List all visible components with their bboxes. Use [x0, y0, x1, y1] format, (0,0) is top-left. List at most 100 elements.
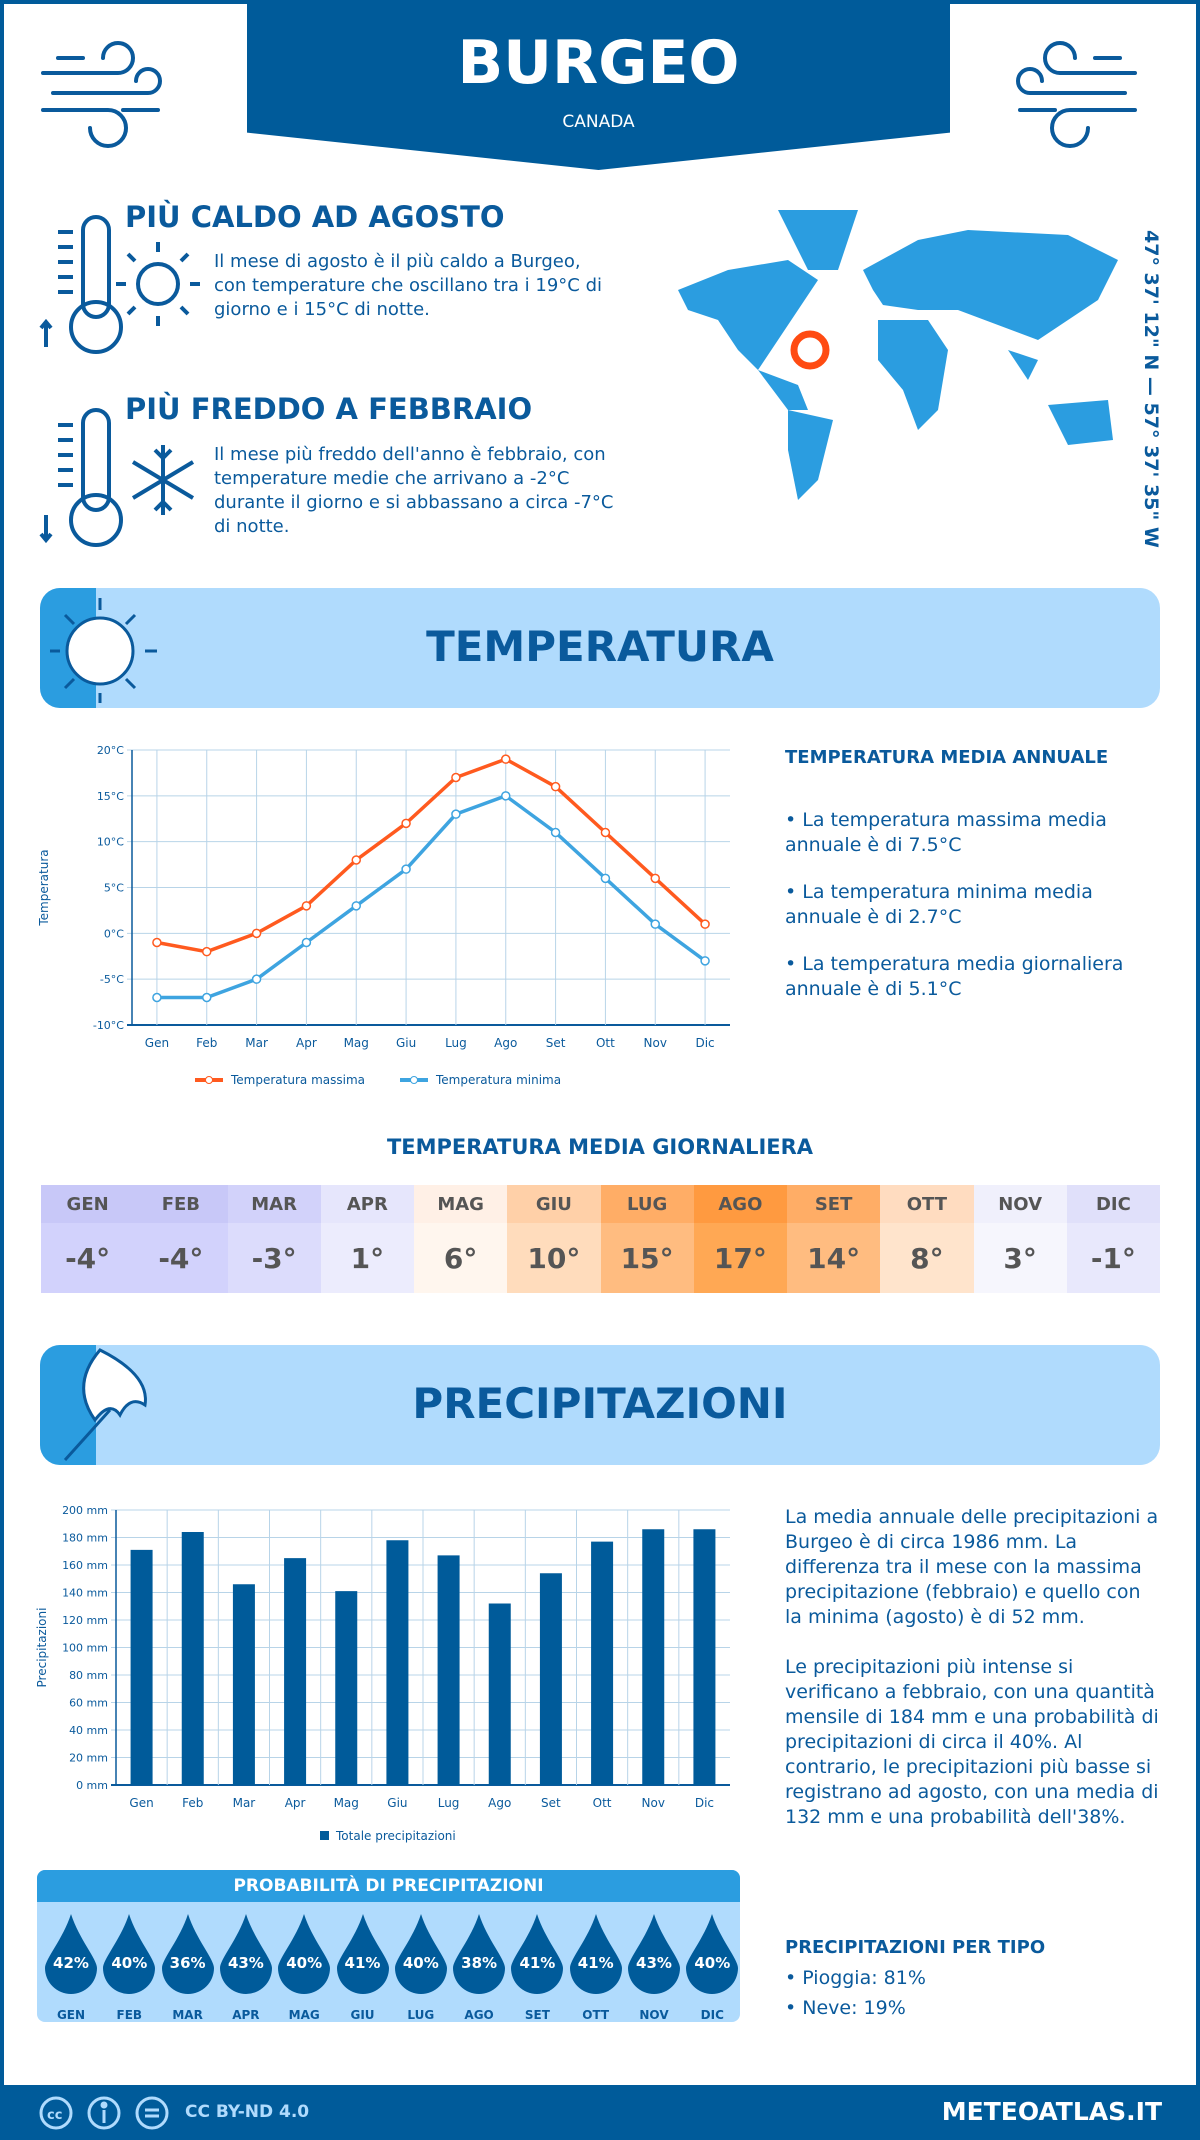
probability-value: 38%	[461, 1954, 498, 1972]
daily-month-giu: GIU	[507, 1185, 601, 1223]
x-tick-label: Apr	[285, 1796, 306, 1810]
probability-drop: 40% FEB	[103, 1914, 156, 2022]
x-tick-label: Lug	[438, 1796, 460, 1810]
bar-set	[539, 1573, 562, 1785]
daily-value-feb: -4°	[134, 1223, 228, 1293]
probability-month: GIU	[350, 2008, 375, 2022]
daily-month-set: SET	[787, 1185, 881, 1223]
wind-icon	[1016, 41, 1137, 148]
legend-swatch	[320, 1831, 329, 1840]
raindrop-icon	[219, 1914, 272, 1994]
raindrop-icon	[394, 1914, 447, 1994]
thermometer-hot-icon	[39, 215, 200, 354]
probability-title: PROBABILITÀ DI PRECIPITAZIONI	[37, 1870, 740, 1902]
data-point	[700, 919, 710, 929]
probability-month: DIC	[700, 2008, 724, 2022]
probability-drop: 43% APR	[219, 1914, 272, 2022]
x-tick-label: Dic	[695, 1036, 714, 1050]
x-tick-label: Ago	[488, 1796, 511, 1810]
y-tick-label: 0 mm	[76, 1779, 108, 1792]
annual-max: • La temperatura massima media annuale è…	[785, 809, 1107, 856]
raindrop-icon	[161, 1914, 214, 1994]
legend-label: Temperatura massima	[230, 1073, 365, 1087]
y-tick-label: 0°C	[104, 927, 124, 940]
x-tick-label: Mar	[245, 1036, 268, 1050]
y-tick-label: 5°C	[104, 882, 124, 895]
x-tick-label: Set	[546, 1036, 566, 1050]
daily-temp-title: TEMPERATURA MEDIA GIORNALIERA	[386, 1135, 814, 1159]
probability-month: FEB	[116, 2008, 143, 2022]
legend-marker	[205, 1076, 213, 1084]
data-point	[451, 772, 461, 783]
probability-value: 40%	[286, 1954, 323, 1972]
y-tick-label: -10°C	[93, 1019, 124, 1032]
x-tick-label: Ott	[593, 1796, 612, 1810]
bar-dic	[693, 1529, 716, 1785]
probability-drop: 43% NOV	[628, 1914, 680, 2022]
probability-drop: 40% DIC	[686, 1914, 739, 2022]
probability-drop: 38% AGO	[453, 1914, 506, 2022]
data-point	[550, 781, 561, 792]
y-tick-label: -5°C	[100, 973, 124, 986]
probability-drop: 41% SET	[511, 1914, 564, 2022]
temperature-chart: 20°C 15°C 10°C 5°C 0°C -5°C -10°C Gen Feb Mar Apr M…	[37, 744, 730, 1087]
svg-text:cc: cc	[47, 2108, 62, 2123]
data-point	[451, 809, 461, 819]
precip-type-title: PRECIPITAZIONI PER TIPO	[785, 1937, 1046, 1958]
daily-month-mar: MAR	[227, 1185, 321, 1223]
data-point	[550, 827, 561, 838]
daily-month-feb: FEB	[134, 1185, 228, 1223]
legend-label: Totale precipitazioni	[335, 1829, 456, 1843]
probability-value: 41%	[344, 1954, 381, 1972]
data-point	[351, 855, 361, 865]
country-subtitle: CANADA	[562, 112, 635, 132]
y-tick-label: 20 mm	[69, 1752, 108, 1765]
daily-value-mar: -3°	[227, 1223, 321, 1293]
y-tick-label: 10°C	[97, 836, 124, 849]
coordinates: 47° 37' 12" N — 57° 37' 35" W	[1140, 230, 1162, 548]
raindrop-icon	[511, 1914, 564, 1994]
probability-drop: 41% GIU	[336, 1914, 389, 2022]
data-point	[152, 937, 162, 948]
data-point	[401, 818, 411, 829]
data-point	[700, 956, 710, 966]
y-tick-label: 180 mm	[62, 1532, 108, 1545]
y-tick-label: 20°C	[97, 744, 124, 757]
raindrop-icon	[45, 1914, 97, 1994]
probability-month: GEN	[56, 2008, 86, 2022]
legend-marker	[410, 1076, 418, 1084]
y-tick-label: 120 mm	[62, 1614, 108, 1627]
x-tick-label: Gen	[129, 1796, 153, 1810]
license-label[interactable]: CC BY-ND 4.0	[185, 2102, 310, 2122]
y-tick-label: 200 mm	[62, 1504, 108, 1517]
x-tick-label: Mag	[334, 1796, 359, 1810]
y-axis-label: Precipitazioni	[35, 1608, 49, 1688]
x-tick-label: Giu	[387, 1796, 407, 1810]
probability-drop: 40% LUG	[394, 1914, 447, 2022]
data-point	[351, 901, 361, 911]
y-tick-label: 140 mm	[62, 1587, 108, 1600]
probability-value: 40%	[402, 1954, 439, 1972]
world-map	[678, 210, 1118, 500]
y-tick-label: 80 mm	[69, 1669, 108, 1682]
daily-month-gen: GEN	[41, 1185, 135, 1223]
x-tick-label: Nov	[642, 1796, 665, 1810]
precipitation-banner: PRECIPITAZIONI	[40, 1345, 1160, 1465]
annual-mean: • La temperatura media giornaliera annua…	[785, 953, 1124, 1000]
data-point	[600, 827, 611, 838]
probability-value: 40%	[694, 1954, 731, 1972]
data-point	[650, 873, 660, 884]
probability-value: 43%	[636, 1954, 672, 1972]
brand-link[interactable]: METEOATLAS.IT	[941, 2097, 1162, 2126]
x-tick-label: Giu	[396, 1036, 416, 1050]
raindrop-icon	[686, 1914, 739, 1994]
probability-month: LUG	[407, 2008, 435, 2022]
bar-mag	[335, 1591, 358, 1785]
probability-month: MAR	[172, 2008, 203, 2022]
data-point	[301, 901, 312, 911]
temperature-banner: TEMPERATURA	[40, 588, 1160, 708]
probability-drop: 42% GEN	[45, 1914, 97, 2022]
x-tick-label: Dic	[695, 1796, 714, 1810]
raindrop-icon	[336, 1914, 389, 1994]
precipitation-title: PRECIPITAZIONI	[412, 1379, 788, 1428]
